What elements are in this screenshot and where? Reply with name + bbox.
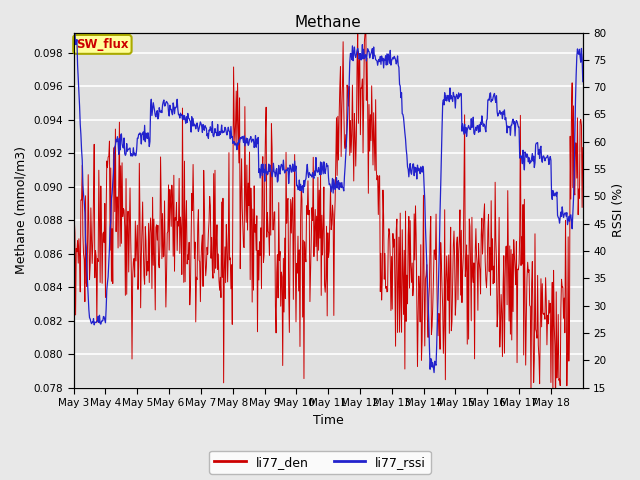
Text: SW_flux: SW_flux	[76, 38, 129, 51]
Y-axis label: RSSI (%): RSSI (%)	[612, 183, 625, 237]
Legend: li77_den, li77_rssi: li77_den, li77_rssi	[209, 451, 431, 474]
Y-axis label: Methane (mmol/m3): Methane (mmol/m3)	[15, 146, 28, 274]
X-axis label: Time: Time	[313, 414, 344, 427]
Title: Methane: Methane	[295, 15, 362, 30]
